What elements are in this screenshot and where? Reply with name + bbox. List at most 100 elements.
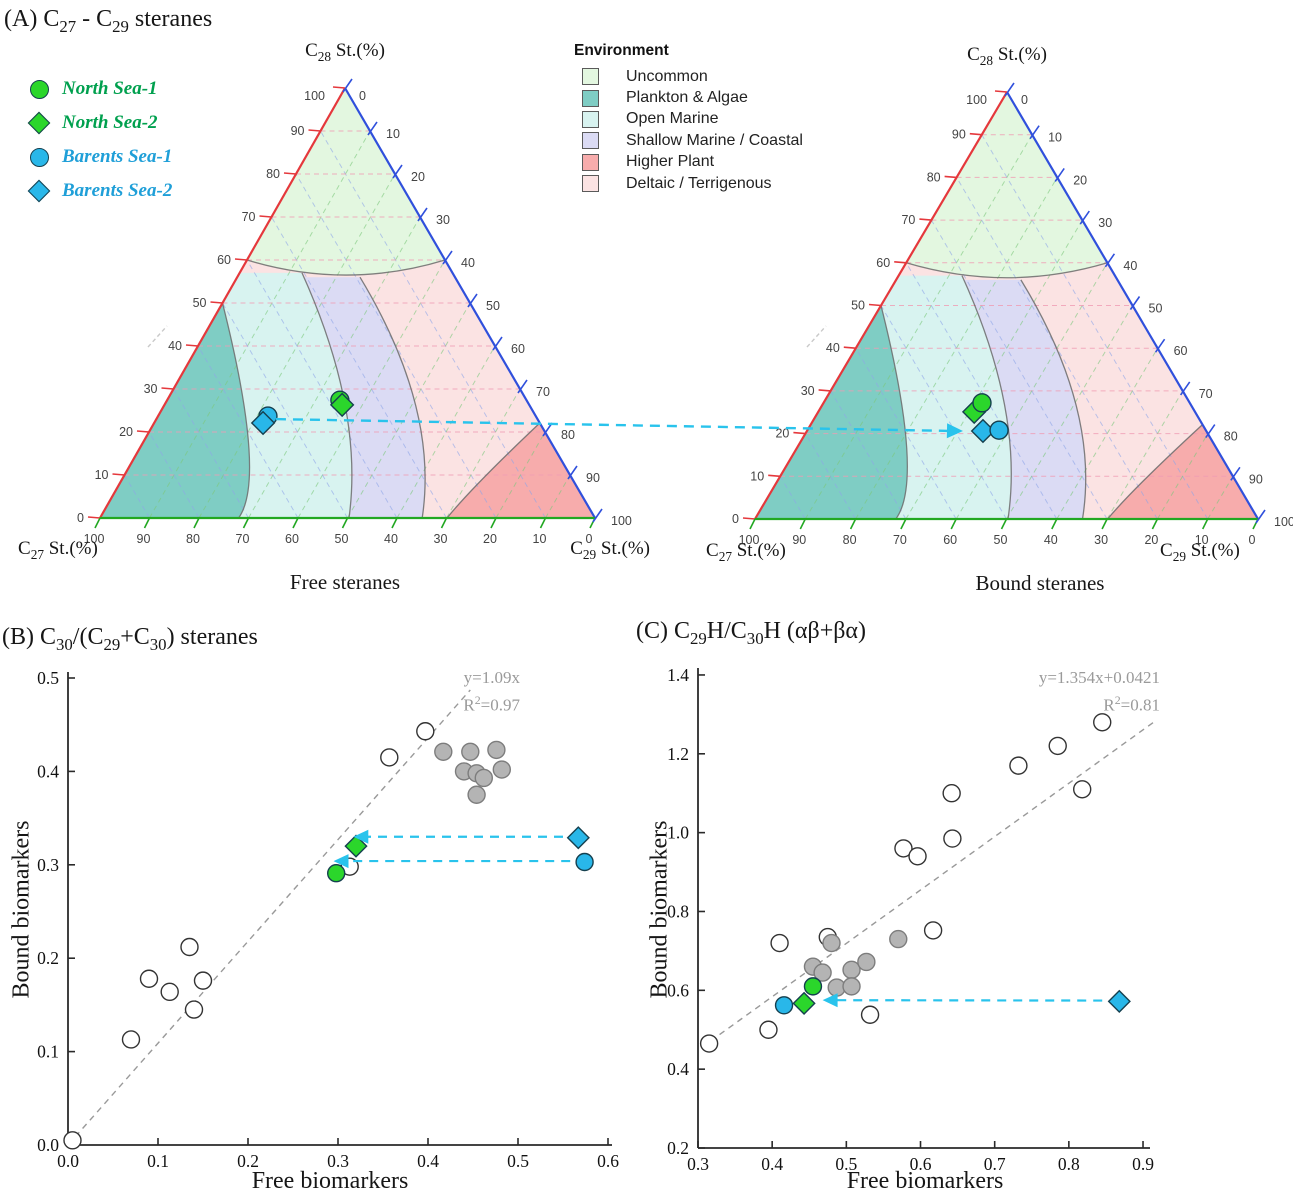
point-bound-samples — [461, 742, 480, 761]
svg-text:100: 100 — [304, 89, 325, 103]
svg-text:90: 90 — [792, 533, 806, 547]
transfer-arrow — [275, 417, 963, 439]
data-points — [961, 393, 1009, 444]
caption-free-steranes: Free steranes — [289, 570, 401, 594]
svg-text:70: 70 — [1199, 387, 1213, 401]
point-free-only-samples — [1048, 736, 1067, 756]
marker-barents-sea-2 — [566, 826, 590, 850]
svg-text:0.0: 0.0 — [37, 1135, 59, 1155]
circle-marker-icon — [24, 147, 54, 167]
fit-r2: R2=0.81 — [1103, 693, 1160, 715]
legend-item-uncommon: Uncommon — [574, 66, 803, 87]
svg-text:40: 40 — [1044, 533, 1058, 547]
transfer-arrows — [333, 829, 571, 869]
point-free-only-samples — [160, 982, 179, 1002]
point-free-only-samples — [908, 847, 927, 866]
point-free-only-samples — [860, 1005, 880, 1024]
ticks: 0 0 0 10 10 10 20 20 20 30 30 30 40 40 40 50 50 50 60 60 60 7… — [77, 78, 632, 546]
legend-label: Barents Sea-2 — [62, 180, 173, 201]
point-bound-samples — [487, 740, 506, 760]
svg-text:0.2: 0.2 — [37, 948, 59, 968]
svg-text:1.2: 1.2 — [667, 744, 689, 764]
svg-text:90: 90 — [952, 128, 966, 142]
marker-north-sea-2 — [792, 991, 816, 1015]
svg-text:0.3: 0.3 — [37, 855, 59, 875]
svg-text:20: 20 — [1073, 173, 1087, 187]
svg-text:20: 20 — [119, 425, 133, 439]
svg-text:0.6: 0.6 — [910, 1154, 932, 1174]
svg-text:60: 60 — [876, 256, 890, 270]
svg-text:80: 80 — [561, 428, 575, 442]
svg-text:10: 10 — [750, 469, 764, 483]
fit-r2: R2=0.97 — [463, 693, 520, 715]
legend-item-plankton-algae: Plankton & Algae — [574, 87, 803, 108]
point-free-only-samples — [121, 1030, 141, 1049]
marker-north-sea-1 — [803, 977, 823, 996]
svg-text:10: 10 — [95, 468, 109, 482]
panel-b-title: (B) C30/(C29+C30) steranes — [2, 624, 258, 654]
axis-label-c28-free: C28 St.(%) — [305, 40, 385, 64]
legend-swatch — [582, 68, 599, 86]
svg-text:40: 40 — [461, 256, 475, 270]
svg-text:100: 100 — [84, 532, 105, 546]
axis-label-c28-bound: C28 St.(%) — [967, 44, 1047, 68]
marker-north-sea-2 — [329, 392, 355, 418]
panel-b-xlabel: Free biomarkers — [251, 1168, 409, 1194]
series — [63, 722, 594, 1150]
svg-text:80: 80 — [266, 167, 280, 181]
legend-item-open-marine: Open Marine — [574, 109, 803, 130]
legend-item-shallow-marine: Shallow Marine / Coastal — [574, 130, 803, 151]
point-free-only-samples — [1009, 756, 1028, 775]
point-free-only-samples — [943, 829, 962, 848]
svg-text:0.5: 0.5 — [835, 1154, 857, 1174]
point-bound-samples — [889, 929, 908, 949]
point-free-only-samples — [139, 969, 159, 988]
environment-legend: Environment Uncommon Plankton & Algae Op… — [574, 42, 803, 194]
point-free-only-samples — [1073, 780, 1092, 799]
marker-barents-sea-1 — [774, 996, 794, 1015]
axis-label-c29-bound: C29 St.(%) — [1160, 540, 1240, 564]
svg-text:0.3: 0.3 — [687, 1154, 709, 1174]
svg-text:70: 70 — [901, 213, 915, 227]
svg-text:50: 50 — [994, 533, 1008, 547]
svg-text:1.4: 1.4 — [667, 665, 689, 685]
point-free-only-samples — [770, 933, 789, 953]
svg-text:0.4: 0.4 — [417, 1151, 439, 1171]
panel-c-xlabel: Free biomarkers — [846, 1168, 1004, 1194]
circle-marker-icon — [24, 79, 54, 99]
point-free-only-samples — [63, 1131, 82, 1150]
svg-text:0.2: 0.2 — [237, 1151, 259, 1171]
svg-text:50: 50 — [1149, 302, 1163, 316]
svg-text:0.1: 0.1 — [147, 1151, 169, 1171]
legend-label: North Sea-2 — [62, 112, 158, 133]
svg-text:30: 30 — [1094, 533, 1108, 547]
svg-text:0: 0 — [1021, 93, 1028, 107]
legend-label: North Sea-1 — [62, 78, 158, 99]
axis-label-c27-free: C27 St.(%) — [18, 538, 98, 562]
svg-text:30: 30 — [1098, 216, 1112, 230]
svg-text:70: 70 — [242, 210, 256, 224]
point-bound-samples — [492, 760, 511, 779]
axis-label-c27-bound: C27 St.(%) — [706, 540, 786, 564]
zone-uncommon — [906, 92, 1108, 278]
legend-swatch — [582, 89, 599, 107]
legend-item-barents-sea-1: Barents Sea-1 — [24, 140, 172, 174]
svg-text:100: 100 — [1274, 515, 1293, 529]
svg-text:40: 40 — [826, 341, 840, 355]
panel-b-fit-annotation: y=1.09x R2=0.97 — [328, 666, 520, 717]
point-free-only-samples — [894, 839, 913, 858]
svg-text:60: 60 — [1174, 344, 1188, 358]
legend-label: Plankton & Algae — [626, 89, 748, 107]
point-bound-samples — [842, 977, 861, 996]
axis-label-c29-free: C29 St.(%) — [570, 538, 650, 562]
fit-line — [701, 721, 1155, 1049]
svg-text:0: 0 — [359, 89, 366, 103]
svg-text:30: 30 — [436, 213, 450, 227]
svg-text:100: 100 — [739, 533, 760, 547]
arrowhead-icon — [353, 829, 369, 844]
legend-item-barents-sea-2: Barents Sea-2 — [24, 174, 172, 208]
svg-text:0.8: 0.8 — [667, 901, 689, 921]
caption-bound-steranes: Bound steranes — [975, 571, 1105, 595]
svg-text:0.4: 0.4 — [37, 761, 59, 781]
point-free-only-samples — [699, 1034, 719, 1053]
